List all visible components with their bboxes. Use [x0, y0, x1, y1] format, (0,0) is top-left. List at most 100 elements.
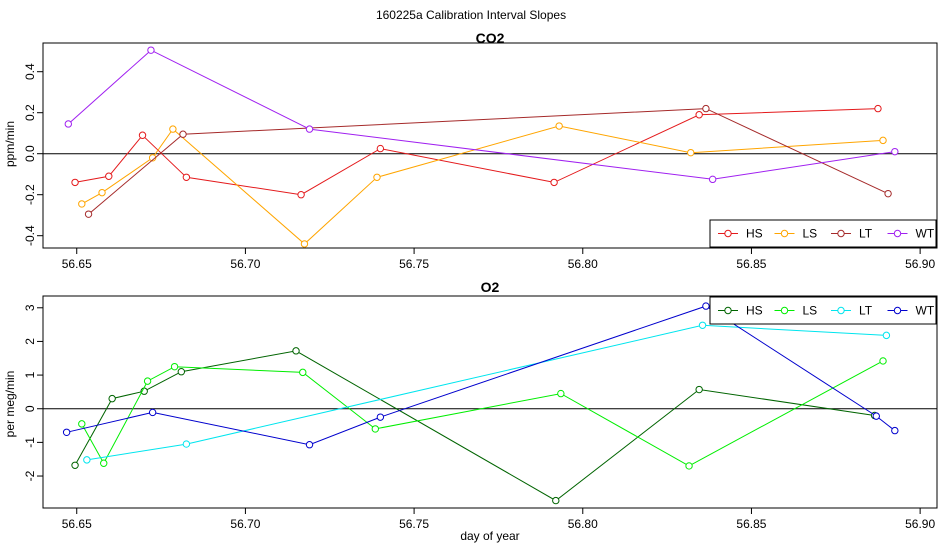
co2-panel: CO2 ppm/min 56.65 56.70 56.75 56.80 56.85 56.…	[3, 30, 938, 271]
co2-series-hs-point	[105, 172, 113, 180]
co2-legend-label: HS	[746, 227, 763, 241]
o2-x-tick-label: 56.90	[905, 517, 935, 531]
o2-series-wt-point	[702, 302, 710, 310]
figure-title: 160225a Calibration Interval Slopes	[376, 8, 566, 22]
co2-series-ls-point	[78, 200, 86, 208]
co2-panel-title: CO2	[476, 30, 505, 46]
co2-series-hs-point	[695, 111, 703, 119]
o2-series-ls-point	[100, 459, 108, 467]
o2-x-tick-label: 56.75	[399, 517, 429, 531]
co2-series-lt-point	[884, 189, 892, 198]
o2-series-hs-point	[71, 461, 79, 469]
o2-x-tick-label: 56.85	[736, 517, 766, 531]
o2-x-tick-label: 56.65	[62, 517, 92, 531]
o2-series-ls-point	[78, 420, 86, 428]
co2-x-tick-label: 56.75	[399, 257, 429, 271]
o2-series-wt-point	[376, 413, 385, 421]
co2-legend-label: LT	[859, 227, 873, 241]
o2-y-tick-label: 3	[23, 304, 37, 311]
co2-series-wt-line	[67, 49, 895, 180]
o2-series-wt-line	[66, 305, 896, 446]
o2-y-axis-label: per meg/min	[3, 371, 17, 438]
co2-series-wt-point	[64, 120, 73, 128]
co2-legend-marker	[837, 229, 845, 238]
o2-series-lt-point	[882, 331, 891, 340]
o2-series-wt-point	[148, 408, 157, 417]
o2-legend-marker	[837, 306, 845, 315]
o2-series-hs-point	[695, 385, 703, 394]
co2-x-tick-label: 56.85	[736, 257, 766, 271]
o2-series-wt-point	[891, 426, 899, 435]
o2-series-ls-point	[371, 425, 379, 433]
o2-plot-box	[42, 295, 938, 509]
co2-x-tick-label: 56.80	[568, 257, 598, 271]
o2-series-hs-point	[292, 347, 300, 355]
o2-series-hs-line	[74, 350, 875, 502]
co2-legend-marker	[724, 229, 732, 238]
co2-series-lt-point	[179, 130, 187, 138]
o2-y-tick-label: 1	[23, 371, 37, 378]
co2-series-lt-point	[702, 104, 710, 113]
o2-y-tick-label: -2	[23, 470, 37, 481]
co2-y-tick-label: 0.0	[23, 145, 37, 162]
co2-series-wt-point	[147, 46, 155, 54]
co2-series-ls-point	[879, 136, 887, 145]
o2-series-ls-point	[299, 368, 307, 377]
co2-series-wt-point	[708, 175, 717, 184]
o2-y-tick-label: 0	[23, 405, 37, 412]
co2-series-ls-point	[687, 148, 695, 157]
o2-series-lt-point	[698, 321, 707, 329]
co2-y-axis-label: ppm/min	[3, 121, 17, 167]
o2-series-hs-point	[177, 368, 186, 376]
o2-legend-label: WT	[916, 304, 935, 318]
co2-legend-label: WT	[916, 227, 935, 241]
o2-series-lt-point	[83, 456, 91, 464]
co2-series-ls-point	[98, 188, 106, 197]
co2-series-hs-point	[550, 178, 558, 187]
co2-series-wt-point	[891, 147, 899, 156]
o2-y-tick-label: 2	[23, 338, 37, 345]
o2-legend-marker	[780, 306, 789, 315]
co2-series-hs-point	[376, 144, 385, 153]
o2-x-axis-label: day of year	[460, 529, 519, 543]
co2-series-lt-point	[84, 210, 93, 218]
o2-series-ls-line	[81, 360, 884, 467]
co2-series-ls-point	[169, 125, 177, 133]
co2-x-tick-label: 56.70	[230, 257, 260, 271]
co2-legend-marker	[893, 229, 902, 238]
co2-y-tick-label: -0.4	[23, 225, 37, 246]
co2-series-hs-line	[74, 108, 879, 196]
o2-series-wt-point	[62, 428, 71, 436]
co2-x-tick-label: 56.65	[62, 257, 92, 271]
co2-series-hs-point	[138, 131, 147, 139]
o2-x-tick-label: 56.70	[230, 517, 260, 531]
co2-y-tick-label: 0.4	[23, 63, 37, 80]
o2-legend-marker	[724, 306, 732, 315]
o2-series-wt-point	[305, 441, 314, 449]
co2-series-ls-point	[555, 122, 563, 130]
o2-series-ls-point	[557, 389, 565, 398]
co2-y-tick-label: -0.2	[23, 184, 37, 205]
co2-series-lt-line	[88, 108, 889, 215]
o2-series-hs-point	[108, 394, 116, 403]
o2-series-hs-point	[552, 496, 560, 505]
o2-series-lt-point	[182, 440, 191, 448]
o2-series-lt-line	[86, 324, 887, 461]
o2-legend-label: LT	[859, 304, 873, 318]
co2-legend-label: LS	[803, 227, 818, 241]
co2-series-ls-point	[300, 240, 309, 248]
o2-legend-label: HS	[746, 304, 763, 318]
co2-series-hs-point	[297, 191, 305, 199]
o2-series-ls-point	[170, 362, 179, 371]
co2-x-tick-label: 56.90	[905, 257, 935, 271]
co2-y-tick-label: 0.2	[23, 104, 37, 121]
co2-series-hs-point	[71, 178, 79, 187]
co2-series-hs-point	[182, 173, 191, 181]
o2-series-wt-point	[872, 412, 880, 420]
o2-panel: O2 per meg/min day of year 56.65 56.70 56.…	[3, 279, 938, 543]
o2-legend-label: LS	[803, 304, 818, 318]
co2-legend-marker	[780, 229, 789, 238]
co2-series-ls-point	[373, 173, 381, 181]
co2-series-hs-point	[874, 104, 882, 113]
